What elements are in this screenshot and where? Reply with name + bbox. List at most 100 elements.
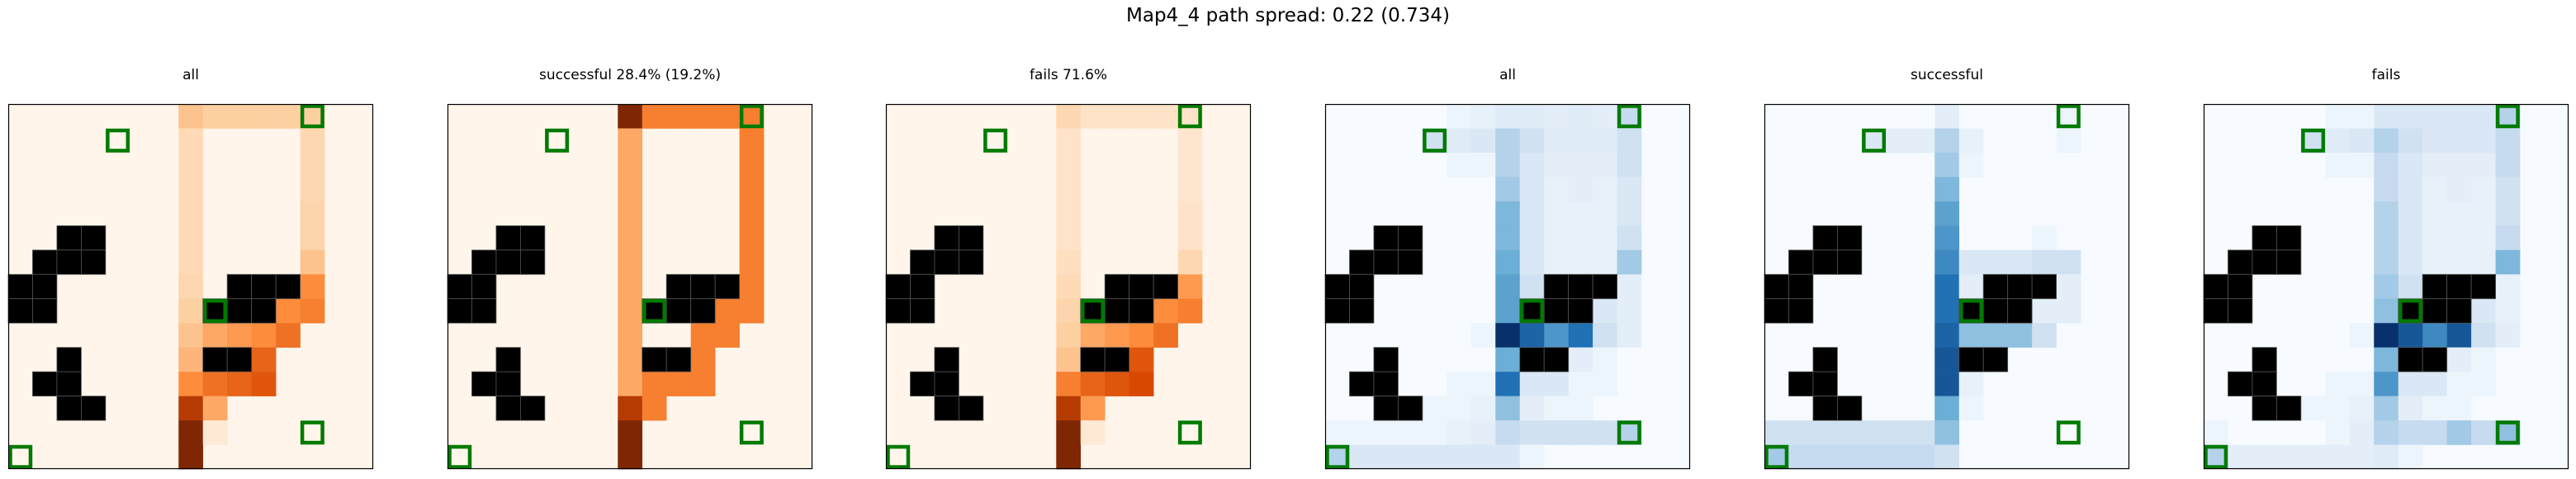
heatmap-cell: [1958, 274, 1984, 300]
heatmap-cell: [618, 201, 643, 226]
obstacle-cell: [56, 347, 82, 372]
obstacle-cell: [495, 249, 521, 275]
obstacle-cell: [1568, 273, 1593, 300]
heatmap-cell: [1593, 372, 1617, 396]
target-marker: [8, 444, 33, 469]
heatmap-cell: [2398, 372, 2423, 396]
heatmap-cell: [1958, 372, 1984, 396]
obstacle-cell: [1812, 249, 1838, 275]
target-marker: [2301, 128, 2326, 153]
heatmap-cell: [1519, 444, 1545, 470]
heatmap-cell: [1470, 420, 1496, 445]
heatmap-cell: [2349, 396, 2375, 421]
heatmap-cell: [1519, 323, 1545, 348]
obstacle-cell: [934, 347, 959, 372]
obstacle-cell: [934, 371, 959, 396]
obstacle-cell: [7, 273, 33, 300]
obstacle-cell: [934, 396, 959, 421]
heatmap-cell: [1129, 347, 1154, 372]
heatmap-cell: [1886, 444, 1911, 470]
heatmap-cell: [1544, 104, 1569, 129]
heatmap-cell: [2300, 396, 2326, 421]
heatmap-cell: [1056, 372, 1082, 396]
obstacle-cell: [32, 371, 58, 396]
heatmap-cell: [618, 274, 643, 300]
heatmap-cell: [2349, 420, 2375, 445]
heatmap-cell: [1544, 372, 1569, 396]
obstacle-cell: [471, 371, 497, 396]
heatmap-cell: [2422, 420, 2447, 445]
heatmap-cell: [690, 104, 716, 129]
heatmap-cell: [642, 372, 667, 396]
panel-title: all: [182, 67, 199, 83]
obstacle-cell: [2228, 298, 2253, 324]
heatmap-cell: [1349, 444, 1375, 470]
heatmap-cell: [2495, 225, 2521, 251]
obstacle-cell: [56, 371, 82, 396]
figure-title: Map4_4 path spread: 0.22 (0.734): [1126, 5, 1450, 26]
heatmap-cell: [1886, 420, 1911, 445]
heatmap-cell: [1177, 274, 1203, 300]
obstacle-cell: [1788, 273, 1814, 300]
heatmap-cell: [1447, 420, 1472, 445]
heatmap-cell: [2056, 298, 2081, 324]
heatmap-cell: [1910, 128, 1935, 154]
obstacle-cell: [495, 371, 521, 396]
target-marker: [1617, 104, 1641, 129]
heatmap-cell: [2398, 420, 2423, 445]
obstacle-cell: [495, 396, 521, 421]
obstacle-cell: [1764, 298, 1789, 324]
heatmap-cell: [1934, 298, 1960, 324]
heatmap-panel: [1764, 103, 2130, 470]
heatmap-cell: [739, 298, 765, 324]
obstacle-cell: [2276, 225, 2302, 251]
obstacle-cell: [1373, 225, 1399, 251]
heatmap-cell: [2446, 177, 2472, 202]
obstacle-cell: [1592, 273, 1617, 300]
heatmap-cell: [1788, 444, 1814, 470]
heatmap-cell: [1593, 249, 1617, 275]
heatmap-cell: [1495, 104, 1521, 129]
heatmap-cell: [1812, 420, 1838, 445]
heatmap-cell: [1934, 274, 1960, 300]
heatmap-cell: [2276, 444, 2302, 470]
heatmap-cell: [2398, 104, 2423, 129]
heatmap-cell: [300, 152, 325, 178]
heatmap-cell: [1568, 372, 1593, 396]
target-marker: [545, 128, 570, 153]
obstacle-cell: [32, 249, 58, 275]
heatmap-cell: [2422, 201, 2447, 226]
heatmap-cell: [300, 201, 325, 226]
heatmap-cell: [1519, 177, 1545, 202]
heatmap-cell: [2398, 225, 2423, 251]
heatmap-cell: [1056, 347, 1082, 372]
heatmap-cell: [2446, 128, 2472, 154]
heatmap-cell: [1495, 420, 1521, 445]
obstacle-cell: [910, 249, 935, 275]
obstacle-cell: [1519, 298, 1545, 324]
heatmap-cell: [1153, 323, 1178, 348]
heatmap-cell: [1934, 177, 1960, 202]
obstacle-cell: [1129, 298, 1154, 324]
target-marker: [1519, 298, 1544, 323]
target-marker: [2398, 298, 2422, 323]
heatmap-cell: [2422, 152, 2447, 178]
heatmap-cell: [1519, 152, 1545, 178]
heatmap-cell: [2374, 323, 2399, 348]
heatmap-cell: [1495, 347, 1521, 372]
target-marker: [1177, 104, 1202, 129]
heatmap-cell: [1447, 104, 1472, 129]
heatmap-cell: [2374, 104, 2399, 129]
heatmap-cell: [300, 274, 325, 300]
heatmap-cell: [1056, 104, 1082, 129]
obstacle-cell: [495, 225, 521, 251]
heatmap-cell: [1056, 420, 1082, 445]
heatmap-cell: [1934, 444, 1960, 470]
heatmap-cell: [1544, 225, 1569, 251]
heatmap-cell: [2349, 152, 2375, 178]
heatmap-cell: [2495, 152, 2521, 178]
panel-title: all: [1499, 67, 1516, 83]
target-marker: [2204, 444, 2228, 469]
heatmap-cell: [1519, 128, 1545, 154]
obstacle-cell: [1982, 298, 2009, 324]
